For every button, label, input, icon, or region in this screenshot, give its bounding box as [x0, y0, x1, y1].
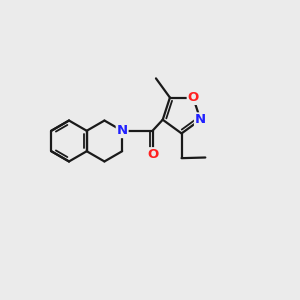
Text: O: O	[188, 91, 199, 104]
Text: N: N	[195, 113, 206, 126]
Text: N: N	[117, 124, 128, 137]
Text: O: O	[147, 148, 158, 161]
